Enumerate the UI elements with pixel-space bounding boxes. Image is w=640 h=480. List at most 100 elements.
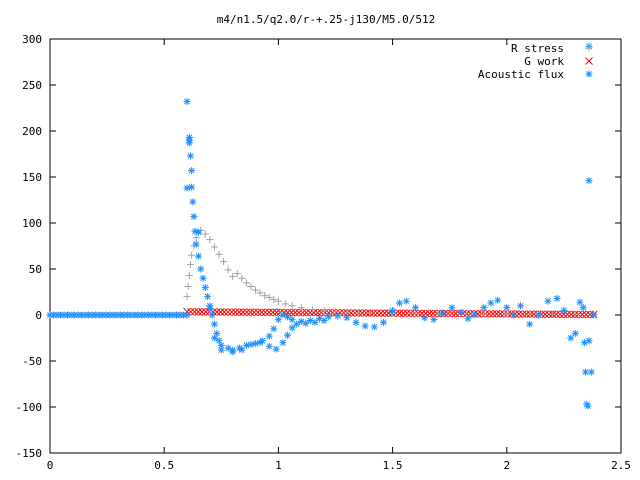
data-point	[366, 309, 374, 317]
data-point	[238, 274, 246, 282]
data-point	[204, 293, 212, 301]
data-point	[238, 346, 246, 354]
data-point	[518, 310, 527, 318]
data-point	[265, 332, 273, 340]
data-point	[494, 296, 502, 304]
data-point	[194, 308, 203, 316]
data-point	[553, 294, 561, 302]
data-point	[210, 243, 218, 251]
data-point	[320, 307, 328, 315]
data-point	[402, 297, 410, 305]
data-point	[379, 318, 387, 326]
data-point	[198, 308, 206, 316]
data-point	[192, 240, 200, 248]
data-point	[421, 309, 430, 318]
data-point	[451, 309, 460, 318]
data-point	[257, 308, 266, 317]
data-point	[403, 309, 411, 318]
data-point	[261, 292, 269, 300]
data-point	[310, 308, 318, 317]
data-point	[414, 309, 423, 318]
data-point	[352, 318, 360, 326]
data-point	[339, 308, 348, 317]
axis-ticks: 0 0.5 1 1.5 2 2.5 300 250 200 150 100 50 0 -50 -100 -15…	[16, 33, 631, 472]
data-point	[298, 308, 307, 317]
y-tick-label: 0	[35, 309, 42, 322]
data-point	[370, 323, 378, 331]
data-point	[297, 304, 305, 312]
data-point	[510, 311, 518, 319]
data-point	[184, 282, 192, 290]
data-point	[515, 310, 523, 318]
data-point	[288, 316, 296, 324]
data-point	[430, 316, 438, 324]
data-point	[485, 309, 494, 318]
data-point	[411, 310, 419, 318]
data-point	[311, 318, 319, 326]
data-point	[535, 311, 543, 319]
data-point	[480, 304, 488, 312]
data-point	[270, 325, 278, 333]
legend-marker	[585, 70, 593, 78]
plot-frame	[49, 38, 622, 454]
data-point	[444, 309, 452, 318]
y-tick-label: 150	[22, 171, 42, 184]
data-point	[585, 337, 593, 345]
data-point	[587, 368, 595, 376]
data-point	[325, 313, 333, 321]
data-point	[216, 308, 225, 316]
data-point	[194, 252, 202, 260]
series-acoustic-flux	[46, 42, 598, 410]
data-point	[252, 340, 260, 348]
data-point	[192, 234, 200, 242]
data-point	[229, 272, 237, 280]
data-point	[373, 309, 382, 317]
data-point	[291, 308, 300, 317]
data-point	[433, 309, 441, 318]
data-point	[265, 308, 273, 317]
data-point	[582, 310, 590, 319]
data-point	[256, 339, 264, 347]
data-point	[541, 310, 549, 319]
data-point	[210, 320, 218, 328]
data-point	[571, 329, 579, 337]
legend-marker	[585, 44, 593, 52]
data-point	[462, 309, 471, 318]
data-point	[585, 177, 593, 185]
data-point	[268, 308, 277, 317]
data-point	[429, 309, 438, 318]
x-tick-label: 0	[47, 459, 54, 472]
data-point	[530, 310, 538, 318]
data-point	[492, 310, 501, 318]
data-point	[227, 308, 236, 316]
data-point	[309, 305, 317, 313]
data-point	[464, 315, 472, 323]
data-point	[578, 310, 587, 319]
legend-label: G work	[524, 55, 564, 68]
data-point	[242, 308, 251, 317]
data-point	[434, 310, 442, 318]
data-point	[579, 304, 587, 312]
data-point	[406, 309, 415, 318]
data-point	[242, 341, 250, 349]
data-point	[302, 308, 311, 317]
data-point	[183, 293, 191, 301]
data-point	[188, 167, 196, 175]
data-point	[220, 258, 228, 266]
data-point	[343, 309, 352, 317]
data-point	[224, 308, 232, 316]
data-point	[206, 305, 214, 313]
data-point	[183, 184, 191, 192]
data-point	[448, 309, 456, 318]
data-point	[448, 304, 456, 312]
x-tick-label: 1.5	[383, 459, 403, 472]
data-point	[242, 279, 250, 287]
data-point	[250, 308, 259, 317]
data-point	[480, 310, 488, 318]
y-tick-label: 50	[29, 263, 42, 276]
data-point	[210, 334, 218, 342]
data-point	[201, 308, 210, 316]
data-point	[302, 319, 310, 327]
data-point	[261, 308, 270, 317]
